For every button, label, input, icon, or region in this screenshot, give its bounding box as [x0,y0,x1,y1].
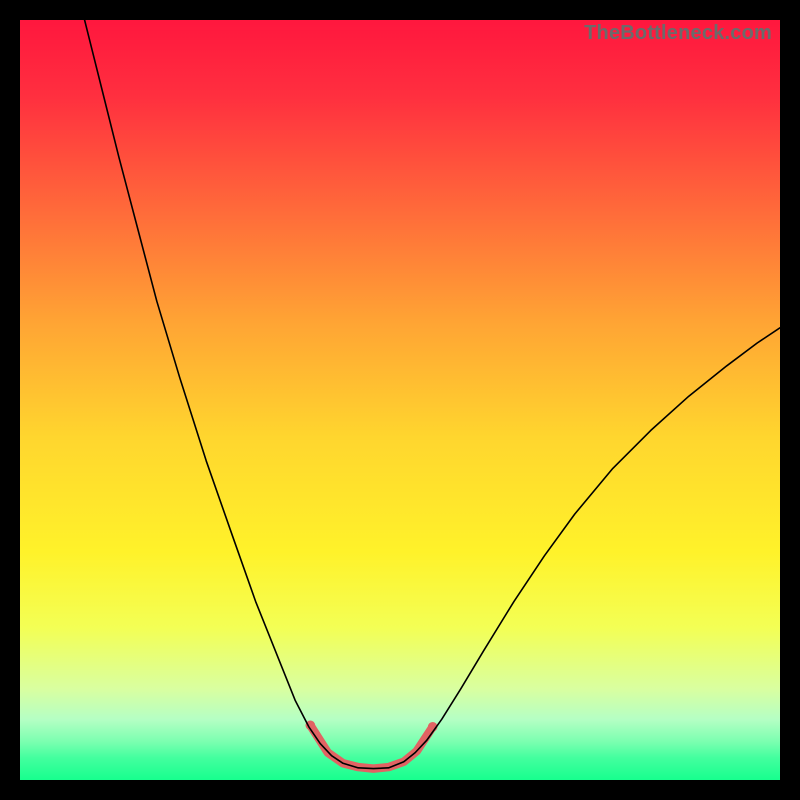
bottom-marker-line [310,725,432,768]
bottom-marker-dots [306,720,438,731]
curve-layer [20,20,780,780]
chart-frame: TheBottleneck.com [0,0,800,800]
plot-area: TheBottleneck.com [20,20,780,780]
bottleneck-curve [85,20,780,769]
